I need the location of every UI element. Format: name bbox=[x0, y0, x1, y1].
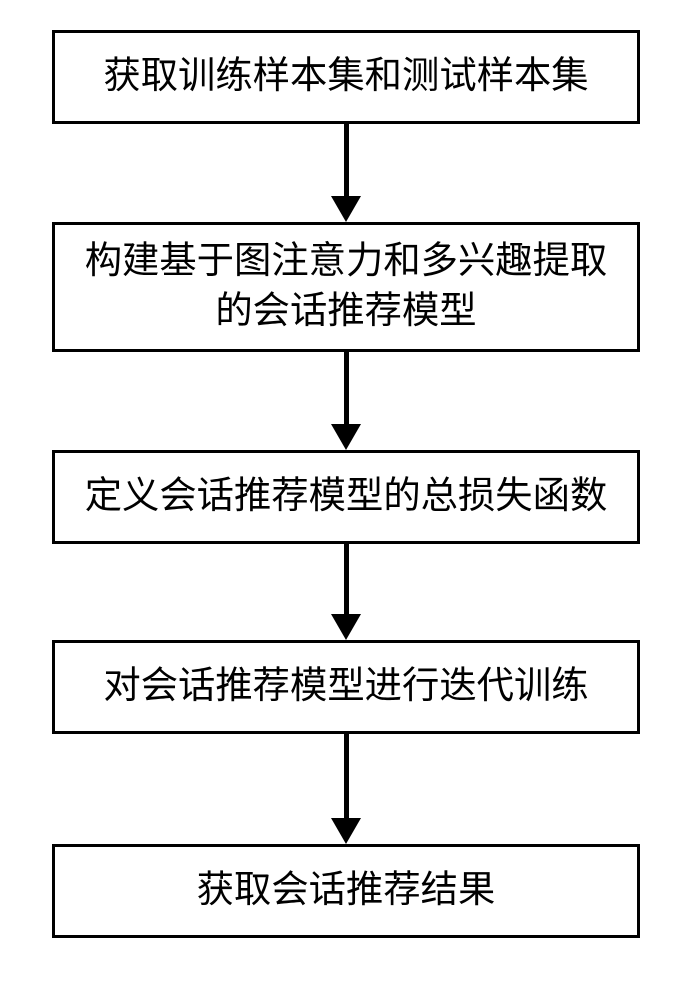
arrow-3-head-icon bbox=[331, 614, 361, 640]
flow-node-4-label: 对会话推荐模型进行迭代训练 bbox=[103, 662, 588, 712]
flow-node-2: 构建基于图注意力和多兴趣提取 的会话推荐模型 bbox=[52, 222, 640, 352]
arrow-3-line bbox=[344, 544, 349, 614]
flow-node-5-label: 获取会话推荐结果 bbox=[197, 866, 496, 916]
arrow-1-line bbox=[344, 124, 349, 196]
arrow-1-head-icon bbox=[331, 196, 361, 222]
flow-node-2-label: 构建基于图注意力和多兴趣提取 的会话推荐模型 bbox=[85, 237, 608, 338]
flow-node-1-label: 获取训练样本集和测试样本集 bbox=[103, 52, 588, 102]
flow-node-3: 定义会话推荐模型的总损失函数 bbox=[52, 450, 640, 544]
flow-node-3-label: 定义会话推荐模型的总损失函数 bbox=[85, 472, 608, 522]
flowchart-canvas: 获取训练样本集和测试样本集 构建基于图注意力和多兴趣提取 的会话推荐模型 定义会… bbox=[0, 0, 694, 1000]
arrow-4-head-icon bbox=[331, 818, 361, 844]
arrow-4-line bbox=[344, 734, 349, 818]
flow-node-5: 获取会话推荐结果 bbox=[52, 844, 640, 938]
flow-node-4: 对会话推荐模型进行迭代训练 bbox=[52, 640, 640, 734]
arrow-2-line bbox=[344, 352, 349, 424]
flow-node-1: 获取训练样本集和测试样本集 bbox=[52, 30, 640, 124]
arrow-2-head-icon bbox=[331, 424, 361, 450]
